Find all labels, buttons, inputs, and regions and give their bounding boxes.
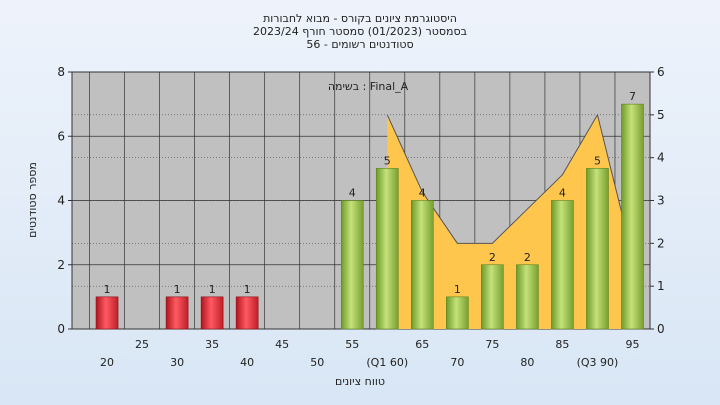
chart-annotation: בשימה : Final_A xyxy=(328,80,409,93)
x-tick-label: (Q1 60) xyxy=(366,356,408,369)
data-label-65: 4 xyxy=(419,187,426,200)
y2-tick-label: 6 xyxy=(657,65,665,79)
chart-title-line-1: היסטוגרמת ציונים בקורס - מבוא לחבורות xyxy=(263,12,457,25)
y2-tick-label: 1 xyxy=(657,279,665,293)
bar-series xyxy=(95,103,644,330)
x-tick-label: 75 xyxy=(485,338,499,351)
chart-title: היסטוגרמת ציונים בקורס - מבוא לחבורות בס… xyxy=(253,12,467,51)
x-tick-label: 50 xyxy=(310,356,324,369)
y-tick-label: 4 xyxy=(57,194,65,208)
bar-60 xyxy=(375,168,399,330)
x-tick-label: 40 xyxy=(240,356,254,369)
bar-65 xyxy=(411,200,434,330)
data-labels: 1 1 1 1 4 5 4 1 2 2 4 5 7 xyxy=(104,90,636,296)
y-axis-label: מספר סטודנטים xyxy=(26,162,39,238)
x-tick-label: 85 xyxy=(555,338,569,351)
y-axis-right-ticks: 0 1 2 3 4 5 6 xyxy=(650,65,665,336)
data-label-55: 4 xyxy=(349,187,356,200)
x-tick-label: 80 xyxy=(520,356,534,369)
bar-35 xyxy=(200,296,224,330)
y2-tick-label: 5 xyxy=(657,108,665,122)
data-label-90: 5 xyxy=(594,154,601,167)
bar-80 xyxy=(516,264,539,330)
y2-tick-label: 4 xyxy=(657,151,665,165)
chart-title-line-2: בסמסטר (01/2023) סמסטר חורף 2023/24 xyxy=(253,25,467,38)
bar-20 xyxy=(95,296,119,330)
data-label-35: 1 xyxy=(209,283,216,296)
data-label-40: 1 xyxy=(244,283,251,296)
x-tick-label: 55 xyxy=(345,338,359,351)
data-label-20: 1 xyxy=(104,283,111,296)
data-label-85: 4 xyxy=(559,187,566,200)
bar-55 xyxy=(340,200,364,330)
y-tick-label: 6 xyxy=(57,129,65,143)
x-axis-ticks: 20 25 30 35 40 45 50 55 (Q1 60) 65 70 75 80 85 (Q3 90)… xyxy=(100,338,639,369)
x-tick-label: 70 xyxy=(450,356,464,369)
bar-70 xyxy=(446,296,469,330)
bar-75 xyxy=(481,264,504,330)
bar-95 xyxy=(621,103,644,330)
data-label-70: 1 xyxy=(454,283,461,296)
x-tick-label: 25 xyxy=(135,338,149,351)
chart-title-line-3: סטודנטים רשומים - 56 xyxy=(306,38,413,51)
y2-tick-label: 2 xyxy=(657,236,665,250)
x-tick-label: 95 xyxy=(625,338,639,351)
x-axis-label: טווח ציונים xyxy=(335,375,385,388)
x-tick-label: 65 xyxy=(415,338,429,351)
x-tick-label: (Q3 90) xyxy=(577,356,619,369)
bar-85 xyxy=(551,200,574,330)
x-tick-label: 35 xyxy=(205,338,219,351)
y-tick-label: 2 xyxy=(57,258,65,272)
bar-30 xyxy=(165,296,189,330)
bar-40 xyxy=(235,296,259,330)
y-tick-label: 0 xyxy=(57,322,65,336)
data-label-75: 2 xyxy=(489,251,496,264)
y2-tick-label: 0 xyxy=(657,322,665,336)
x-tick-label: 45 xyxy=(275,338,289,351)
data-label-95: 7 xyxy=(629,90,636,103)
y-tick-label: 8 xyxy=(57,65,65,79)
data-label-60: 5 xyxy=(384,154,391,167)
data-label-30: 1 xyxy=(174,283,181,296)
y2-tick-label: 3 xyxy=(657,194,665,208)
x-tick-label: 20 xyxy=(100,356,114,369)
bar-90 xyxy=(586,168,609,330)
data-label-80: 2 xyxy=(524,251,531,264)
y-axis-left-ticks: 0 2 4 6 8 xyxy=(57,65,72,336)
x-tick-label: 30 xyxy=(170,356,184,369)
